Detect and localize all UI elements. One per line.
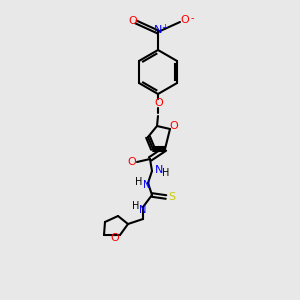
- Text: O: O: [154, 98, 164, 108]
- Text: H: H: [162, 168, 170, 178]
- Text: H: H: [132, 201, 140, 211]
- Text: O: O: [169, 121, 178, 131]
- Text: -: -: [190, 13, 194, 23]
- Text: O: O: [129, 16, 137, 26]
- Text: N: N: [139, 205, 147, 215]
- Text: H: H: [135, 177, 143, 187]
- Text: O: O: [111, 233, 119, 243]
- Text: +: +: [162, 22, 168, 32]
- Text: O: O: [181, 15, 189, 25]
- Text: O: O: [128, 157, 136, 167]
- Text: N: N: [154, 25, 162, 35]
- Text: N: N: [155, 165, 163, 175]
- Text: N: N: [143, 180, 151, 190]
- Text: S: S: [168, 192, 175, 202]
